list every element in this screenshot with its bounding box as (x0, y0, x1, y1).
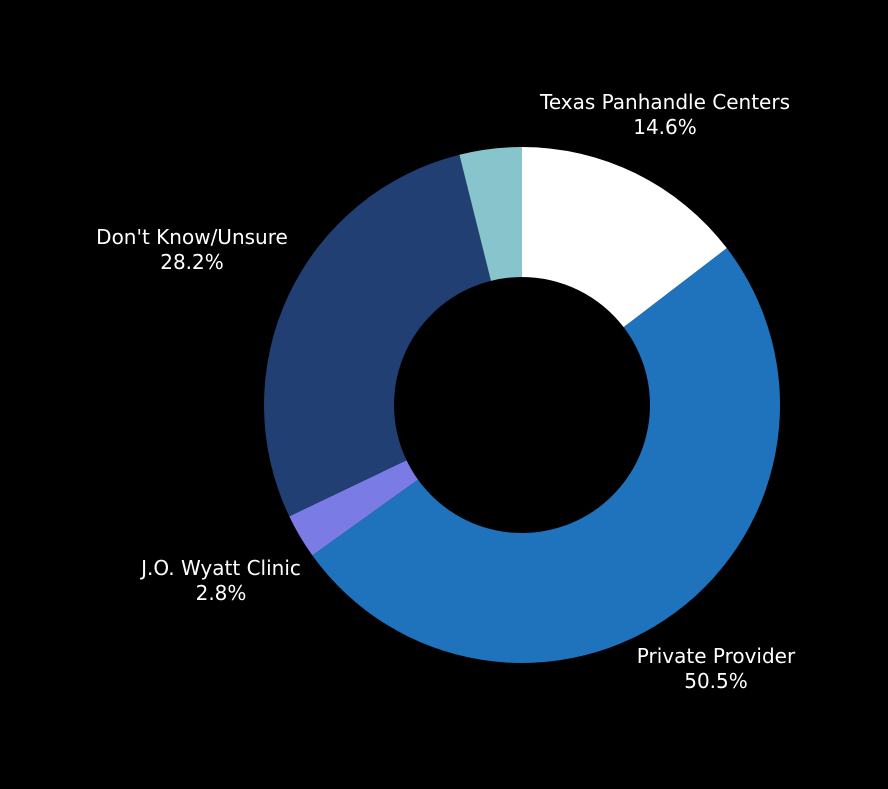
slice-value-label: 14.6% (633, 115, 697, 139)
slice-label: Texas Panhandle Centers (539, 90, 790, 114)
slice-value-label: 28.2% (160, 250, 224, 274)
slices-group (264, 147, 781, 664)
slice-label: J.O. Wyatt Clinic (139, 556, 301, 580)
slice-label: Private Provider (637, 644, 796, 668)
slice-value-label: 50.5% (684, 669, 748, 693)
slice-j-o-wyatt-clinic (289, 460, 418, 556)
slice-label: Don't Know/Unsure (96, 225, 288, 249)
slice-texas-panhandle-centers (522, 147, 727, 328)
slice-private-provider (312, 248, 781, 664)
slice-value-label: 2.8% (196, 581, 247, 605)
slice-don-t-know-unsure (264, 154, 491, 517)
slice-unlabeled (459, 147, 522, 281)
